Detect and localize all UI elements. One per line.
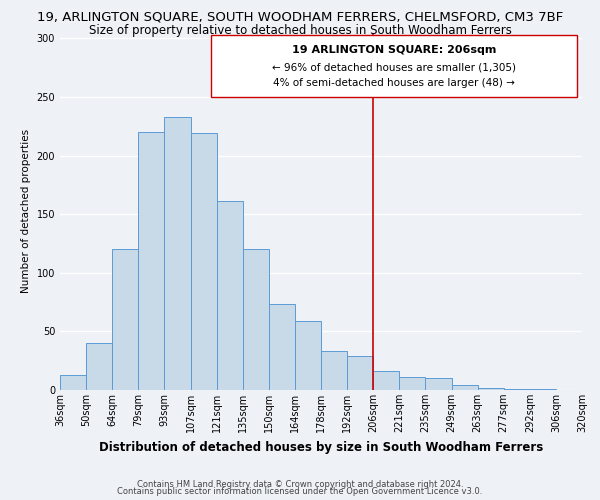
Text: 19 ARLINGTON SQUARE: 206sqm: 19 ARLINGTON SQUARE: 206sqm (292, 45, 496, 55)
Text: 4% of semi-detached houses are larger (48) →: 4% of semi-detached houses are larger (4… (273, 78, 515, 88)
Text: ← 96% of detached houses are smaller (1,305): ← 96% of detached houses are smaller (1,… (272, 62, 516, 72)
X-axis label: Distribution of detached houses by size in South Woodham Ferrers: Distribution of detached houses by size … (99, 440, 543, 454)
Bar (139, 132, 164, 390)
Bar (321, 352, 347, 390)
Bar (347, 356, 373, 390)
Bar (373, 371, 400, 390)
Bar (452, 386, 478, 390)
Bar (60, 375, 86, 390)
Y-axis label: Number of detached properties: Number of detached properties (21, 129, 31, 294)
Bar (530, 389, 556, 390)
Bar (295, 321, 321, 390)
Bar (504, 389, 530, 390)
Bar (425, 378, 452, 390)
Bar (112, 250, 139, 390)
Text: Contains HM Land Registry data © Crown copyright and database right 2024.: Contains HM Land Registry data © Crown c… (137, 480, 463, 489)
Bar (217, 202, 243, 390)
Text: 19, ARLINGTON SQUARE, SOUTH WOODHAM FERRERS, CHELMSFORD, CM3 7BF: 19, ARLINGTON SQUARE, SOUTH WOODHAM FERR… (37, 11, 563, 24)
Bar (400, 377, 425, 390)
Text: Size of property relative to detached houses in South Woodham Ferrers: Size of property relative to detached ho… (89, 24, 511, 37)
Bar (269, 304, 295, 390)
Bar (164, 117, 191, 390)
Bar (243, 250, 269, 390)
Bar (86, 343, 112, 390)
Bar (478, 388, 504, 390)
Bar (191, 134, 217, 390)
FancyBboxPatch shape (211, 35, 577, 97)
Text: Contains public sector information licensed under the Open Government Licence v3: Contains public sector information licen… (118, 487, 482, 496)
